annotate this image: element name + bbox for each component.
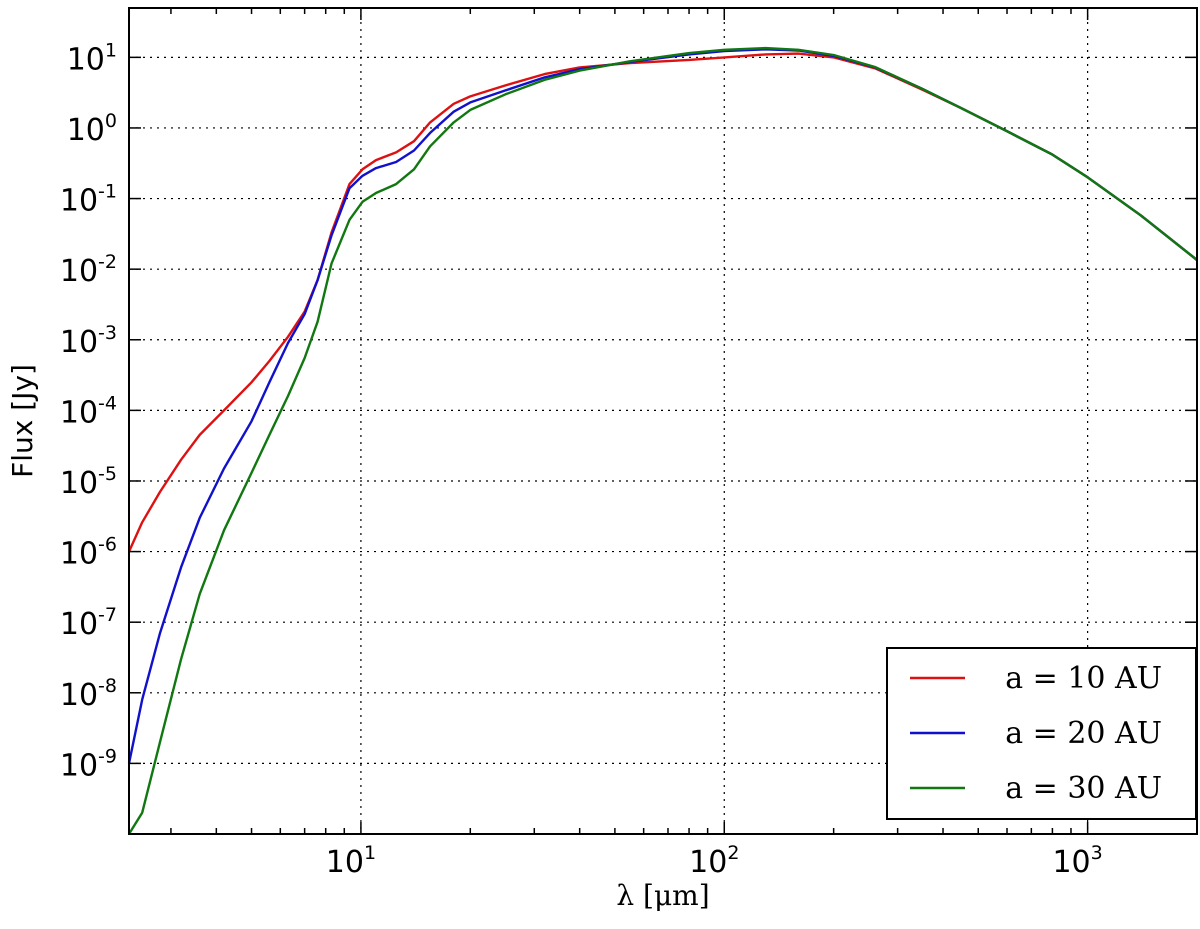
tick-labels: 101 102 103 101 100 10-1 10-2 10-3 10-4 10-5 10-6 1… — [60, 39, 1103, 880]
x-tick-label: 103 — [1052, 842, 1102, 880]
y-tick-label: 10-7 — [60, 604, 117, 642]
x-tick-label: 101 — [326, 842, 376, 880]
legend: a = 10 AU a = 20 AU a = 30 AU — [886, 647, 1197, 820]
y-tick-label: 10-6 — [60, 534, 117, 572]
plot-frame — [128, 7, 1198, 835]
series-line-3 — [127, 46, 1198, 835]
legend-label-2: a = 20 AU — [1005, 716, 1162, 751]
y-tick-label: 10-1 — [60, 181, 117, 219]
y-tick-label: 10-3 — [60, 322, 117, 360]
y-tick-label: 10-5 — [60, 463, 117, 501]
x-tick-label: 102 — [689, 842, 739, 880]
axis-ticks — [129, 8, 1197, 834]
y-axis-label: Flux [Jy] — [6, 364, 39, 478]
legend-label-1: a = 10 AU — [1005, 661, 1162, 696]
y-tick-label: 101 — [67, 39, 117, 77]
y-tick-label: 10-4 — [60, 392, 117, 430]
y-tick-label: 100 — [67, 110, 117, 148]
y-tick-label: 10-9 — [60, 745, 117, 783]
x-axis-label: λ [μm] — [616, 879, 709, 912]
y-tick-label: 10-2 — [60, 251, 117, 289]
series-lines — [127, 46, 1198, 835]
y-tick-label: 10-8 — [60, 675, 117, 713]
legend-label-3: a = 30 AU — [1005, 771, 1162, 806]
